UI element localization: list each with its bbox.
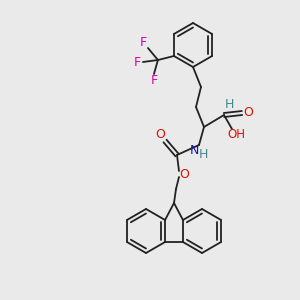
Text: OH: OH	[227, 128, 245, 140]
Text: O: O	[155, 128, 165, 140]
Text: O: O	[243, 106, 253, 119]
Text: F: F	[150, 74, 158, 88]
Text: O: O	[179, 167, 189, 181]
Text: F: F	[140, 37, 146, 50]
Text: H: H	[198, 148, 208, 161]
Text: H: H	[224, 98, 234, 112]
Text: N: N	[189, 143, 199, 157]
Text: F: F	[134, 56, 140, 68]
